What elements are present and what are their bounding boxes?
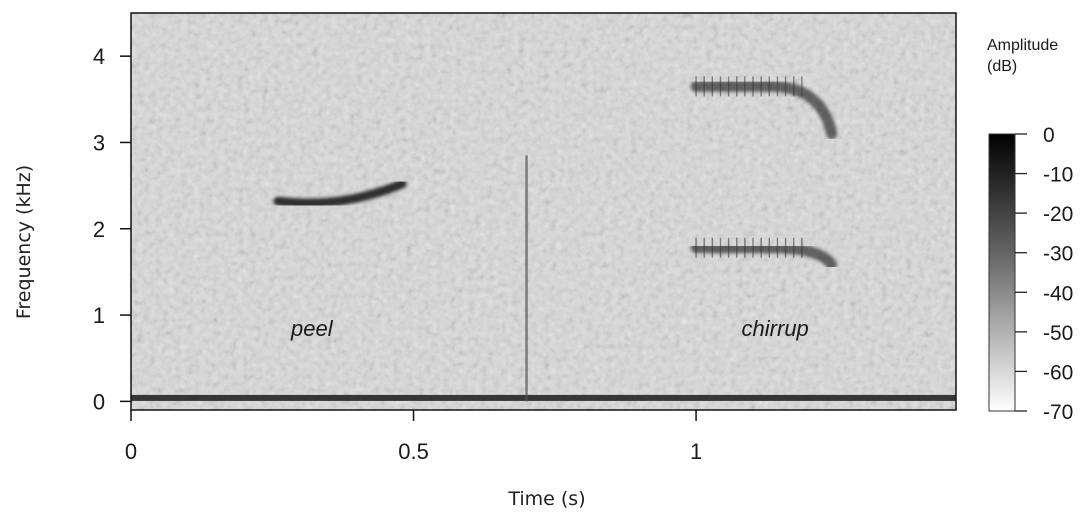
- colorbar-tick-label: -40: [1043, 282, 1073, 305]
- y-axis: 0 1 2 3 4: [93, 44, 131, 414]
- colorbar-tick-label: -20: [1043, 203, 1073, 226]
- plot-frame: [130, 12, 957, 411]
- colorbar-tick-label: -10: [1043, 164, 1073, 187]
- peel-call-mark: [273, 179, 407, 208]
- low-frequency-band: [131, 394, 956, 401]
- colorbar: Amplitude (dB) 0 -10 -20 -30 -40 -50 -60 -70: [987, 37, 1073, 424]
- colorbar-ticks: 0 -10 -20 -30 -40 -50 -60 -70: [1015, 124, 1073, 424]
- chirrup-call-mark: [690, 242, 838, 271]
- x-tick-label: 0.5: [398, 439, 429, 464]
- annotation-label: peel: [290, 316, 334, 341]
- y-tick-label: 2: [93, 217, 105, 242]
- spectrogram-plot: [131, 13, 956, 410]
- colorbar-gradient: [988, 133, 1016, 412]
- colorbar-tick-label: 0: [1043, 124, 1055, 147]
- chirrup-call-mark: [690, 80, 838, 140]
- y-tick-label: 4: [93, 44, 105, 69]
- colorbar-tick-label: -50: [1043, 322, 1073, 345]
- y-axis-title: Frequency (kHz): [13, 165, 35, 319]
- x-axis-title: Time (s): [507, 488, 585, 510]
- annotations: peel chirrup: [290, 316, 809, 341]
- y-tick-label: 3: [93, 130, 105, 155]
- x-tick-label: 0: [125, 439, 137, 464]
- colorbar-tick-label: -60: [1043, 361, 1073, 384]
- x-axis: 0 0.5 1: [125, 410, 702, 464]
- colorbar-title-line2: (dB): [987, 58, 1017, 75]
- y-tick-label: 1: [93, 303, 105, 328]
- y-tick-label: 0: [93, 389, 105, 414]
- call-marks: [131, 76, 956, 402]
- x-tick-label: 1: [690, 439, 702, 464]
- spectrogram-noise: [131, 13, 956, 410]
- colorbar-tick-label: -30: [1043, 243, 1073, 266]
- colorbar-title-line1: Amplitude: [987, 37, 1058, 54]
- annotation-label: chirrup: [742, 316, 809, 341]
- colorbar-tick-label: -70: [1043, 401, 1073, 424]
